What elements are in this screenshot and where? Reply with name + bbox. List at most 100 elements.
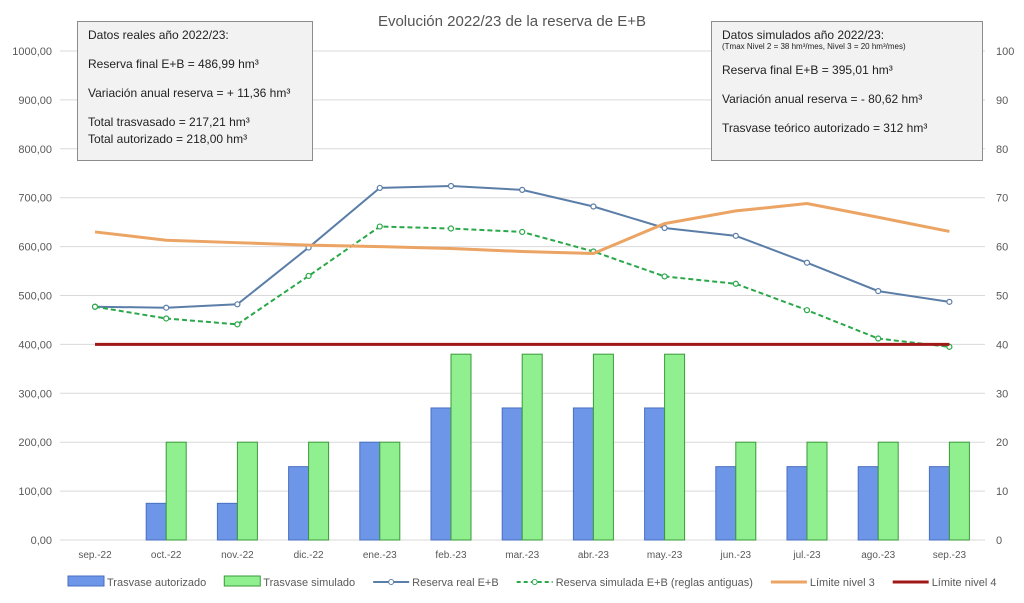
right-tick-label: 0 xyxy=(996,535,1002,547)
data-point xyxy=(376,184,383,192)
data-point xyxy=(661,273,668,280)
right-tick-label: 90 xyxy=(996,95,1008,107)
data-point xyxy=(946,298,953,305)
sim-final-reserve: Reserva final E+B = 395,01 hm³ xyxy=(722,63,893,77)
real-box-title: Datos reales año 2022/23: xyxy=(88,28,229,42)
x-tick-label: mar.-23 xyxy=(505,550,539,561)
right-tick-label: 80 xyxy=(996,144,1008,156)
legend-marker xyxy=(388,579,395,585)
real-final-reserve: Reserva final E+B = 486,99 hm³ xyxy=(88,57,259,71)
x-tick-label: may.-23 xyxy=(647,550,683,561)
data-point xyxy=(732,232,739,239)
data-point xyxy=(590,203,597,210)
real-total-transferred: Total trasvasado = 217,21 hm³ xyxy=(88,115,250,129)
data-point xyxy=(803,307,811,314)
legend-label: Límite nivel 3 xyxy=(810,577,875,589)
bar-autorizado xyxy=(430,407,452,541)
left-tick-label: 0,00 xyxy=(31,535,52,547)
bar-simulado xyxy=(948,441,970,541)
bar-autorizado xyxy=(216,502,238,541)
chart-title: Evolución 2022/23 de la reserva de E+B xyxy=(378,13,646,30)
data-point xyxy=(875,287,882,295)
right-tick-label: 40 xyxy=(996,339,1008,351)
sim-box-title: Datos simulados año 2022/23: xyxy=(722,28,885,42)
bar-autorizado xyxy=(501,407,523,541)
bar-simulado xyxy=(236,441,258,541)
right-tick-label: 100 xyxy=(996,46,1014,58)
x-tick-label: jun.-23 xyxy=(720,550,752,561)
x-tick-label: ene.-23 xyxy=(363,550,397,561)
left-tick-label: 800,00 xyxy=(18,144,52,156)
real-data-box: Datos reales año 2022/23: Reserva final … xyxy=(77,21,313,161)
x-tick-label: sep.-22 xyxy=(78,550,112,561)
x-tick-label: nov.-22 xyxy=(221,550,254,561)
sim-data-box: Datos simulados año 2022/23: (Tmax Nivel… xyxy=(711,21,983,161)
line-series-3 xyxy=(94,225,950,348)
bar-simulado xyxy=(521,353,543,541)
legend-label: Reserva simulada E+B (reglas antiguas) xyxy=(556,577,753,589)
bar-autorizado xyxy=(786,466,808,541)
legend-swatch xyxy=(223,575,261,587)
left-tick-label: 300,00 xyxy=(18,388,52,400)
legend-label: Trasvase simulado xyxy=(263,577,355,589)
bar-autorizado xyxy=(145,502,167,541)
x-tick-label: jul.-23 xyxy=(792,550,821,561)
right-tick-label: 30 xyxy=(996,388,1008,400)
x-tick-label: feb.-23 xyxy=(435,550,467,561)
data-point xyxy=(661,224,668,232)
legend-label: Límite nivel 4 xyxy=(932,577,997,589)
right-tick-label: 50 xyxy=(996,291,1008,303)
x-tick-label: oct.-22 xyxy=(151,550,182,561)
sim-box-subtitle: (Tmax Nivel 2 = 38 hm³/mes, Nivel 3 = 20… xyxy=(722,42,906,51)
data-point xyxy=(447,225,455,232)
data-point xyxy=(875,335,882,342)
right-tick-label: 70 xyxy=(996,193,1008,205)
left-tick-label: 600,00 xyxy=(18,242,52,254)
x-tick-label: sep.-23 xyxy=(933,550,967,561)
bar-autorizado xyxy=(644,407,666,541)
bar-simulado xyxy=(165,441,187,541)
sim-annual-variation: Variación anual reserva = - 80,62 hm³ xyxy=(722,92,923,106)
bar-simulado xyxy=(379,441,401,541)
data-point xyxy=(519,186,526,193)
data-point xyxy=(803,259,811,266)
x-tick-label: dic.-22 xyxy=(294,550,324,561)
line-series-4 xyxy=(94,202,950,255)
bar-simulado xyxy=(664,353,686,541)
left-tick-label: 200,00 xyxy=(18,437,52,449)
data-point xyxy=(305,272,312,280)
bar-autorizado xyxy=(857,466,879,541)
data-point xyxy=(234,301,241,308)
left-tick-label: 500,00 xyxy=(18,291,52,303)
real-annual-variation: Variación anual reserva = + 11,36 hm³ xyxy=(88,86,291,100)
right-tick-label: 20 xyxy=(996,437,1008,449)
bar-simulado xyxy=(735,441,757,541)
x-tick-label: abr.-23 xyxy=(578,550,610,561)
data-point xyxy=(163,304,170,311)
data-point xyxy=(376,223,383,230)
right-tick-label: 10 xyxy=(996,486,1008,498)
left-tick-label: 900,00 xyxy=(18,95,52,107)
data-point xyxy=(163,315,170,322)
bar-simulado xyxy=(877,441,899,541)
bar-simulado xyxy=(308,441,330,541)
data-point xyxy=(234,321,241,328)
left-tick-label: 400,00 xyxy=(18,339,52,351)
bar-autorizado xyxy=(715,466,737,541)
real-total-authorized: Total autorizado = 218,00 hm³ xyxy=(88,132,248,146)
bar-simulado xyxy=(806,441,828,541)
bar-autorizado xyxy=(928,466,950,541)
data-point xyxy=(519,228,526,236)
data-point xyxy=(91,303,99,310)
data-point xyxy=(447,182,455,190)
bar-autorizado xyxy=(288,466,310,541)
bar-simulado xyxy=(592,353,614,541)
bar-autorizado xyxy=(359,441,381,541)
legend-swatch xyxy=(67,575,105,587)
left-tick-label: 100,00 xyxy=(18,486,52,498)
bar-autorizado xyxy=(572,407,594,541)
bar-simulado xyxy=(450,353,472,541)
legend-label: Trasvase autorizado xyxy=(107,577,206,589)
